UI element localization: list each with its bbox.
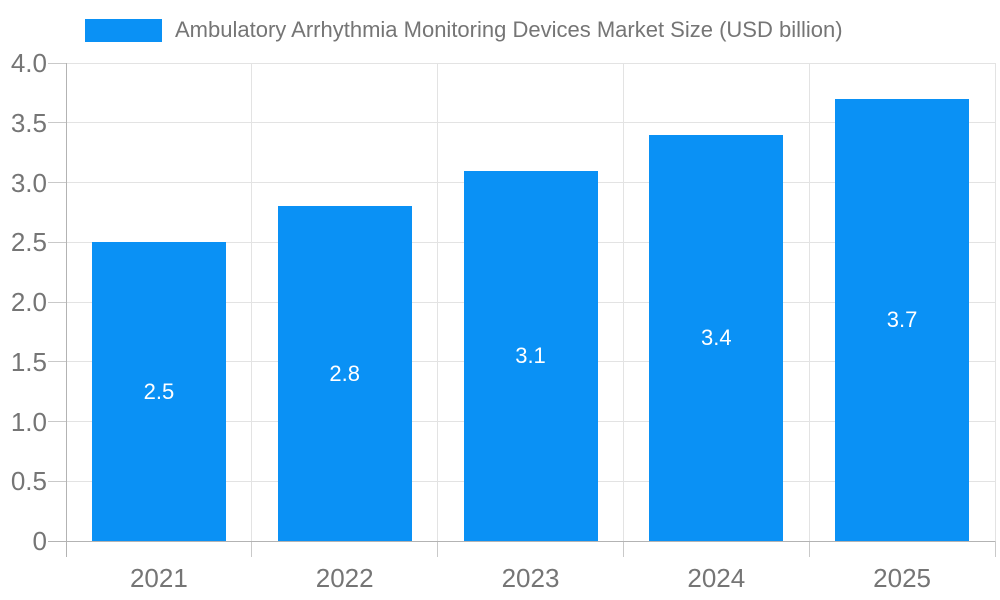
x-axis-tick bbox=[994, 541, 996, 557]
y-axis-tick bbox=[48, 480, 66, 482]
y-axis-label: 2.5 bbox=[10, 227, 47, 258]
bar-2024[interactable]: 3.4 bbox=[649, 134, 784, 541]
x-axis-label-2021: 2021 bbox=[129, 563, 188, 593]
y-axis-line bbox=[65, 63, 67, 557]
x-axis-tick bbox=[437, 541, 439, 557]
x-axis-label-2022: 2022 bbox=[315, 563, 374, 593]
y-axis-tick bbox=[48, 421, 66, 422]
y-axis-label: 1.5 bbox=[10, 346, 47, 377]
gridline-horizontal bbox=[66, 122, 995, 124]
x-axis-label-2024: 2024 bbox=[687, 563, 746, 593]
x-axis-tick bbox=[622, 541, 624, 557]
gridline-vertical bbox=[251, 63, 253, 541]
y-axis-tick bbox=[48, 122, 66, 124]
legend-swatch bbox=[85, 18, 162, 42]
bar-value-label: 2.8 bbox=[329, 360, 360, 386]
x-axis-tick bbox=[251, 541, 253, 557]
gridline-vertical bbox=[437, 63, 439, 541]
y-axis-label: 3.0 bbox=[10, 167, 47, 198]
gridline-vertical bbox=[808, 63, 810, 541]
y-axis-tick bbox=[48, 301, 66, 303]
x-axis-tick bbox=[808, 541, 810, 557]
legend-label: Ambulatory Arrhythmia Monitoring Devices… bbox=[175, 17, 843, 42]
bar-2021[interactable]: 2.5 bbox=[91, 242, 226, 541]
y-axis-label: 1.0 bbox=[10, 406, 47, 437]
gridline-vertical bbox=[622, 63, 624, 541]
bar-2025[interactable]: 3.7 bbox=[835, 98, 970, 541]
bar-2022[interactable]: 2.8 bbox=[277, 206, 412, 541]
legend[interactable]: Ambulatory Arrhythmia Monitoring Devices… bbox=[85, 17, 843, 43]
gridline-vertical bbox=[994, 63, 996, 541]
y-axis-tick bbox=[48, 361, 66, 363]
bar-value-label: 2.5 bbox=[143, 378, 175, 404]
bar-value-label: 3.4 bbox=[701, 324, 732, 350]
y-axis-tick bbox=[48, 182, 66, 183]
y-axis-label: 0.5 bbox=[10, 466, 47, 497]
y-axis-tick bbox=[48, 62, 66, 64]
y-axis-label: 3.5 bbox=[10, 107, 47, 138]
x-axis-line bbox=[48, 540, 995, 542]
x-axis-label-2023: 2023 bbox=[501, 563, 560, 593]
bar-value-label: 3.7 bbox=[886, 306, 918, 332]
x-axis-label-2025: 2025 bbox=[873, 563, 931, 593]
bar-value-label: 3.1 bbox=[515, 342, 546, 368]
gridline-horizontal bbox=[66, 62, 995, 64]
bar-2023[interactable]: 3.1 bbox=[463, 170, 598, 541]
y-axis-label: 2.0 bbox=[10, 287, 47, 317]
y-axis-label: 4.0 bbox=[10, 48, 47, 78]
y-axis-label: 0 bbox=[32, 526, 47, 556]
y-axis-tick bbox=[48, 241, 66, 243]
